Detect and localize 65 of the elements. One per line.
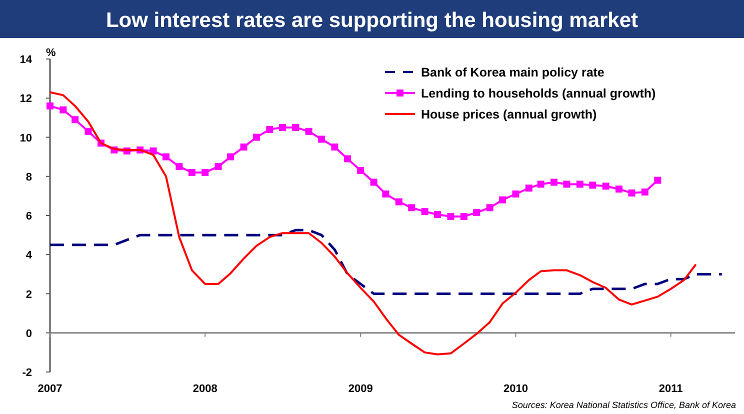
point <box>150 147 157 154</box>
point <box>460 212 468 220</box>
y-tick-label: -2 <box>22 367 32 379</box>
point <box>214 163 222 170</box>
point <box>395 198 402 206</box>
point <box>176 163 183 170</box>
point <box>202 168 209 176</box>
y-tick-label: 4 <box>26 250 33 262</box>
point <box>434 211 442 218</box>
point <box>357 167 364 174</box>
x-tick-label: 2009 <box>348 383 373 395</box>
point <box>473 209 480 216</box>
point <box>188 168 196 176</box>
point <box>615 186 622 193</box>
y-tick-label: 10 <box>20 132 32 144</box>
point <box>278 124 286 131</box>
legend-label: Bank of Korea main policy rate <box>421 66 604 80</box>
point <box>576 180 584 188</box>
point <box>162 153 170 160</box>
y-tick-label: 6 <box>26 210 32 222</box>
point <box>421 208 428 216</box>
point <box>563 180 570 188</box>
y-tick-label: 14 <box>20 54 33 66</box>
point <box>486 204 494 212</box>
point <box>46 102 54 110</box>
point <box>641 188 648 196</box>
point <box>537 180 544 188</box>
point <box>499 196 506 204</box>
point <box>60 106 67 114</box>
point <box>525 184 532 192</box>
source-note: Sources: Korea National Statistics Office, Bank of Korea <box>512 400 736 410</box>
point <box>512 190 520 198</box>
x-tick-label: 2007 <box>38 383 62 395</box>
point <box>408 204 416 212</box>
point <box>240 144 248 151</box>
legend-label: Lending to households (annual growth) <box>421 86 656 100</box>
point <box>344 155 351 162</box>
point <box>292 124 300 131</box>
point <box>253 134 260 141</box>
point <box>318 136 326 143</box>
point <box>382 190 390 198</box>
line-series <box>48 228 724 295</box>
x-tick-label: 2010 <box>503 383 528 395</box>
point <box>447 212 454 220</box>
point <box>550 178 558 186</box>
y-tick-label: 2 <box>26 288 32 301</box>
point <box>72 116 79 124</box>
y-tick-label: 12 <box>20 93 32 106</box>
chart-title: Low interest rates are supporting the housing market <box>106 9 638 32</box>
point <box>227 153 234 160</box>
point <box>266 126 274 133</box>
x-tick-label: 2008 <box>192 383 218 395</box>
legend-label: House prices (annual growth) <box>421 108 597 122</box>
y-tick-label: 0 <box>26 328 32 340</box>
point <box>331 144 338 151</box>
x-tick-label: 2011 <box>658 383 683 395</box>
point <box>602 182 610 190</box>
point <box>84 128 92 135</box>
point <box>370 178 378 186</box>
point <box>628 190 636 197</box>
y-tick-label: 8 <box>26 171 32 184</box>
point <box>654 176 662 184</box>
point <box>305 128 312 135</box>
y-axis-title: % <box>46 47 56 59</box>
point <box>589 182 596 189</box>
